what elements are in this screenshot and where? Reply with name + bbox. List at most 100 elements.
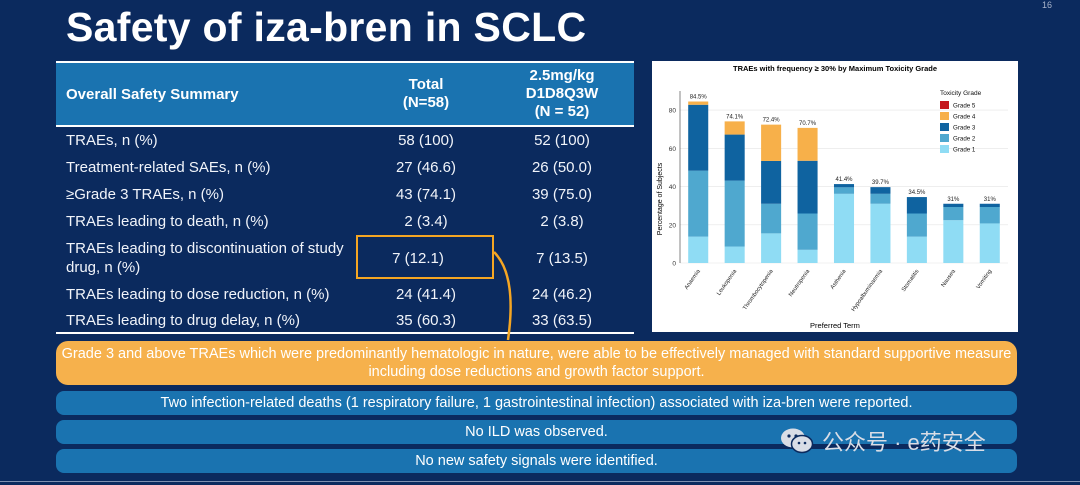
row-total: 35 (60.3): [395, 311, 457, 329]
legend-swatch: [940, 134, 949, 142]
legend-swatch: [940, 145, 949, 153]
table-row: TRAEs leading to drug delay, n (%) 35 (6…: [56, 308, 634, 334]
row-dose: 7 (13.5): [536, 249, 588, 267]
bar-segment: [906, 236, 927, 263]
row-total: 58 (100): [398, 132, 454, 149]
row-total: 24 (41.4): [395, 286, 457, 303]
bar-segment: [688, 236, 709, 263]
legend-label: Grade 2: [953, 136, 976, 143]
wechat-icon: [781, 428, 814, 454]
page-number: 16: [1041, 0, 1052, 10]
bar-segment: [833, 187, 855, 194]
no-new-signals-banner: No new safety signals were identified.: [56, 449, 1017, 473]
no-ild-banner: No ILD was observed.: [56, 420, 1017, 444]
row-label: TRAEs, n (%): [66, 132, 158, 149]
row-label: ≥Grade 3 TRAEs, n (%): [66, 186, 225, 203]
x-axis-label: Preferred Term: [810, 321, 860, 330]
row-dose: 24 (46.2): [531, 286, 593, 303]
legend-swatch: [940, 112, 949, 120]
legend-label: Grade 5: [953, 103, 976, 110]
bar-total-label: 70.7%: [799, 121, 817, 127]
bar-segment: [870, 187, 891, 194]
bar-segment: [979, 223, 1000, 263]
bar-segment: [761, 160, 782, 204]
trae-stacked-bar-chart: TRAEs with frequency ≥ 30% by Maximum To…: [657, 64, 1008, 330]
bar-total-label: 72.4%: [763, 118, 781, 124]
bar-segment: [797, 127, 818, 161]
header-label: Overall Safety Summary: [66, 85, 239, 103]
bar-segment: [688, 170, 709, 237]
row-label: Treatment-related SAEs, n (%): [66, 159, 271, 176]
bar-total-label: 41.4%: [835, 177, 853, 183]
x-tick-label: Anaemia: [684, 268, 702, 291]
row-dose: 52 (100): [534, 132, 590, 149]
bar-segment: [833, 193, 855, 263]
row-label: TRAEs leading to dose reduction, n (%): [66, 286, 330, 303]
table-row: TRAEs leading to death, n (%) 2 (3.4) 2 …: [56, 208, 634, 235]
legend-swatch: [940, 101, 949, 109]
bar-segment: [761, 203, 782, 234]
bar-segment: [979, 207, 1000, 224]
row-dose: 26 (50.0): [531, 159, 593, 176]
bar-segment: [761, 124, 782, 161]
header-total-line1: Total: [408, 76, 444, 93]
watermark: 公众号 · e药安全: [780, 425, 986, 457]
row-dose: 33 (63.5): [531, 311, 593, 329]
table-row: ≥Grade 3 TRAEs, n (%) 43 (74.1) 39 (75.0…: [56, 181, 634, 208]
bar-total-label: 74.1%: [726, 114, 744, 120]
header-total: Total (N=58): [362, 76, 490, 112]
y-tick-label: 0: [672, 261, 676, 268]
chart-title: TRAEs with frequency ≥ 30% by Maximum To…: [733, 64, 937, 73]
table-row: TRAEs leading to dose reduction, n (%) 2…: [56, 281, 634, 308]
bar-segment: [870, 193, 891, 204]
bar-total-label: 31%: [947, 197, 960, 203]
bar-segment: [979, 203, 1000, 208]
table-row: Treatment-related SAEs, n (%) 27 (46.6) …: [56, 154, 634, 181]
highlight-connector-arrow: [493, 251, 512, 341]
row-total: 27 (46.6): [395, 159, 457, 176]
bar-total-label: 31%: [984, 197, 997, 203]
bar-segment: [943, 203, 964, 208]
bar-segment: [724, 121, 745, 135]
bar-total-label: 34.5%: [908, 190, 926, 196]
bar-segment: [906, 197, 927, 214]
row-total: 2 (3.4): [404, 213, 448, 230]
header-dose-line3: (N = 52): [534, 103, 590, 120]
x-tick-label: Neutropenia: [788, 268, 811, 298]
table-header: Overall Safety Summary Total (N=58) 2.5m…: [56, 61, 634, 127]
row-label: TRAEs leading to discontinuation of stud…: [66, 240, 344, 276]
bar-segment: [943, 207, 964, 221]
legend-title: Toxicity Grade: [940, 90, 982, 97]
bar-segment: [797, 249, 818, 263]
bar-segment: [688, 104, 709, 171]
infection-deaths-banner: Two infection-related deaths (1 respirat…: [56, 391, 1017, 415]
x-tick-label: Asthenia: [830, 268, 848, 291]
bar-total-label: 39.7%: [872, 180, 890, 186]
bar-segment: [724, 134, 745, 181]
row-label: TRAEs leading to drug delay, n (%): [66, 311, 301, 329]
table-row: TRAEs leading to discontinuation of stud…: [56, 235, 634, 281]
bottom-divider: [0, 481, 1080, 482]
table-row: TRAEs, n (%) 58 (100) 52 (100): [56, 127, 634, 154]
x-tick-label: Vomiting: [976, 269, 994, 291]
header-dose-line1: 2.5mg/kg: [529, 67, 595, 84]
y-axis-label: Percentage of Subjects: [657, 162, 664, 235]
x-tick-label: Hypoalbuminaemia: [851, 268, 885, 313]
bar-segment: [724, 246, 745, 263]
bar-segment: [724, 180, 745, 247]
x-tick-label: Nausea: [941, 268, 958, 288]
legend-label: Grade 1: [953, 147, 976, 154]
row-dose: 39 (75.0): [531, 186, 593, 203]
x-tick-label: Leukopenia: [716, 268, 739, 297]
row-total: 7 (12.1): [392, 249, 444, 267]
bar-segment: [943, 220, 964, 263]
row-label: TRAEs leading to death, n (%): [66, 213, 269, 230]
bar-total-label: 84.5%: [690, 95, 708, 101]
legend-label: Grade 3: [953, 125, 976, 132]
bar-segment: [906, 213, 927, 237]
header-dose-line2: D1D8Q3W: [525, 85, 599, 102]
slide-title: Safety of iza-bren in SCLC: [66, 4, 587, 50]
bar-segment: [688, 101, 709, 105]
row-total: 43 (74.1): [395, 186, 457, 203]
watermark-text: 公众号 · e药安全: [822, 430, 986, 455]
